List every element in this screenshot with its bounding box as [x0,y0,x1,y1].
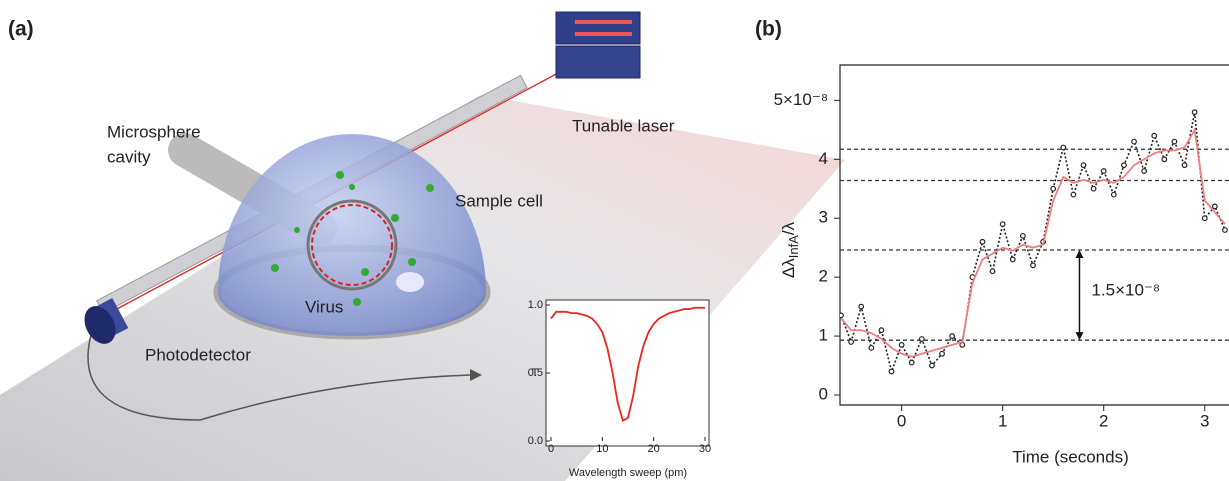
y-tick-label: 0 [819,384,828,403]
label: Photodetector [145,345,251,364]
y-tick-label: 4 [819,149,828,168]
data-point [1112,192,1117,197]
x-tick-label: 1 [998,411,1007,430]
plot-area [839,110,1229,374]
label: cavity [107,147,151,166]
label: Sample cell [455,191,543,210]
data-point [1122,163,1127,168]
arrow-head [1075,250,1083,258]
series-line [841,130,1225,357]
data-point [1223,228,1228,233]
data-point [869,346,874,351]
data-point [889,369,894,374]
y-tick-label: 1 [819,326,828,345]
data-point [899,343,904,348]
data-point [1071,192,1076,197]
data-point [1142,169,1147,174]
data-point [1152,133,1157,138]
y-axis-title: ΔλInfA/λ [779,221,801,278]
y-title-tail: /λ [779,221,798,235]
x-tick-label: 2 [1099,411,1108,430]
arrow-head [1075,332,1083,340]
y-tick-label: 2 [819,267,828,286]
data-point [1061,145,1066,150]
data-point [950,334,955,339]
data-point [1202,216,1207,221]
data-point [1213,204,1218,209]
laser [556,12,640,78]
data-point [1031,263,1036,268]
data-point [1051,186,1056,191]
data-point [1021,234,1026,239]
x-tick-label: 3 [1200,411,1209,430]
data-point [1182,163,1187,168]
data-point [1101,169,1106,174]
data-point [879,328,884,333]
data-point [1081,163,1086,168]
y-tick-label: 3 [819,208,828,227]
label: Virus [305,297,343,316]
data-point [1172,139,1177,144]
annotation: 1.5×10⁻⁸ [1091,281,1160,300]
x-tick-label: 30 [699,443,711,455]
y-title-sub: InfA [786,235,801,258]
x-tick-label: 0 [548,443,554,455]
data-point [940,351,945,356]
y-axis-title: T [532,367,539,379]
x-tick-label: 10 [596,443,608,455]
data-point [849,340,854,345]
y-tick-label: 5×10⁻⁸ [774,90,828,109]
y-tick-label: 0.0 [528,435,543,447]
data-point [909,360,914,365]
x-tick-label: 0 [897,411,906,430]
data-point [980,239,985,244]
inset-frame [546,300,709,446]
data-point [1132,139,1137,144]
figure: (a) Microsphere cavity Tunable laser Sam… [0,0,1229,481]
label: Microsphere [107,122,201,141]
data-point [859,304,864,309]
panel-label: (a) [8,18,34,41]
data-point [1010,257,1015,262]
x-axis-title: Wavelength sweep (pm) [569,467,687,479]
y-tick-label: 1.0 [528,299,543,311]
y-title-main: Δλ [779,258,798,278]
data-point [1192,110,1197,115]
data-point [1000,222,1005,227]
data-point [920,337,925,342]
highlight [396,272,424,292]
diagram: (a) Microsphere cavity Tunable laser Sam… [0,12,845,481]
data-point [990,269,995,274]
data-point [1162,157,1167,162]
label: Tunable laser [572,116,675,135]
panel-label: (b) [755,18,782,41]
data-point [1091,186,1096,191]
x-axis-title: Time (seconds) [1012,447,1129,466]
data-point [930,363,935,368]
x-tick-label: 20 [648,443,660,455]
